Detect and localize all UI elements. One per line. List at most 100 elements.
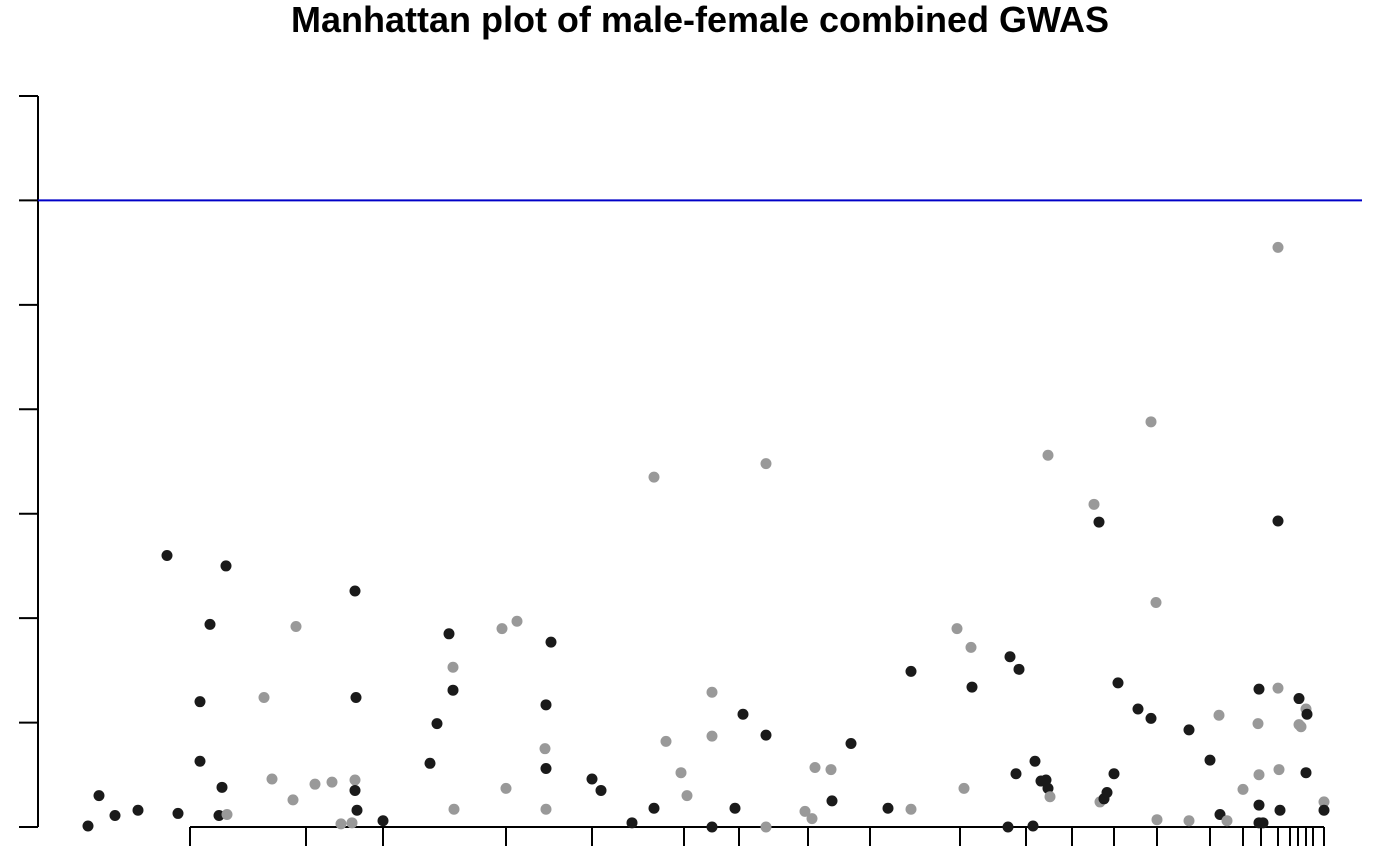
snp-point — [213, 810, 225, 822]
snp-point — [595, 784, 607, 796]
snp-point — [349, 784, 361, 796]
snp-point — [648, 471, 660, 483]
snp-point — [326, 776, 338, 788]
snp-point — [1132, 703, 1144, 715]
snp-point — [447, 684, 459, 696]
snp-point — [1027, 820, 1039, 832]
snp-point — [882, 802, 894, 814]
snp-point — [1293, 693, 1305, 705]
snp-point — [540, 763, 552, 775]
snp-point — [220, 560, 232, 572]
snp-point — [1183, 724, 1195, 736]
snp-point — [447, 661, 459, 673]
snp-point — [500, 782, 512, 794]
snp-point — [809, 761, 821, 773]
snp-point — [1253, 799, 1265, 811]
snp-point — [1029, 755, 1041, 767]
snp-point — [172, 807, 184, 819]
snp-point — [1237, 783, 1249, 795]
snp-point — [351, 804, 363, 816]
snp-point — [1040, 774, 1052, 786]
snp-point — [194, 755, 206, 767]
snp-point — [760, 729, 772, 741]
snp-point — [1257, 817, 1269, 829]
snp-point — [216, 781, 228, 793]
snp-point — [1042, 782, 1054, 794]
snp-point — [706, 730, 718, 742]
snp-point — [729, 802, 741, 814]
snp-point — [1301, 708, 1313, 720]
snp-point — [1272, 515, 1284, 527]
snp-point — [258, 692, 270, 704]
snp-point — [540, 803, 552, 815]
snp-point — [1093, 516, 1105, 528]
snp-point — [1044, 791, 1056, 803]
snp-point — [1213, 709, 1225, 721]
snp-point — [965, 641, 977, 653]
snp-point — [825, 764, 837, 776]
snp-point — [1112, 677, 1124, 689]
snp-point — [1318, 804, 1330, 816]
snp-point — [966, 681, 978, 693]
snp-point — [540, 699, 552, 711]
snp-point — [586, 773, 598, 785]
snp-point — [350, 692, 362, 704]
snp-point — [1108, 768, 1120, 780]
snp-point — [806, 813, 818, 825]
snp-point — [1221, 815, 1233, 827]
snp-point — [539, 743, 551, 755]
snp-point — [826, 795, 838, 807]
snp-point — [1272, 682, 1284, 694]
snp-point — [1145, 416, 1157, 428]
snp-point — [266, 773, 278, 785]
snp-point — [845, 737, 857, 749]
snp-point — [1088, 498, 1100, 510]
snp-point — [648, 802, 660, 814]
snp-point — [1318, 796, 1330, 808]
snp-point — [1151, 814, 1163, 826]
snp-point — [424, 757, 436, 769]
snp-point — [109, 810, 121, 822]
snp-point — [309, 778, 321, 790]
snp-point — [377, 815, 389, 827]
snp-point — [1253, 683, 1265, 695]
snp-point — [958, 782, 970, 794]
snp-point — [431, 718, 443, 730]
snp-point — [1010, 768, 1022, 780]
snp-point — [82, 820, 94, 832]
snp-point — [443, 628, 455, 640]
snp-point — [204, 618, 216, 630]
snp-point — [1183, 815, 1195, 827]
snp-point — [335, 818, 347, 830]
snp-point — [346, 817, 358, 829]
snp-point — [496, 623, 508, 635]
snp-point — [760, 821, 772, 833]
snp-point — [1273, 764, 1285, 776]
snp-point — [951, 623, 963, 635]
snp-point — [737, 708, 749, 720]
snp-point — [194, 696, 206, 708]
snp-point — [1300, 767, 1312, 779]
snp-point — [1214, 808, 1226, 820]
snp-point — [1272, 241, 1284, 253]
snp-point — [760, 458, 772, 470]
snp-point — [905, 803, 917, 815]
snp-point — [349, 585, 361, 597]
snp-point — [706, 686, 718, 698]
snp-point — [1295, 721, 1307, 733]
snp-point — [1002, 821, 1014, 833]
snp-point — [290, 620, 302, 632]
snp-point — [1042, 449, 1054, 461]
snp-point — [799, 805, 811, 817]
snp-point — [448, 803, 460, 815]
snp-point — [1204, 754, 1216, 766]
snp-point — [93, 790, 105, 802]
snp-point — [681, 790, 693, 802]
snp-point — [1252, 718, 1264, 730]
snp-point — [1013, 663, 1025, 675]
snp-point — [905, 665, 917, 677]
snp-point — [545, 636, 557, 648]
snp-point — [161, 549, 173, 561]
snp-point — [1253, 769, 1265, 781]
